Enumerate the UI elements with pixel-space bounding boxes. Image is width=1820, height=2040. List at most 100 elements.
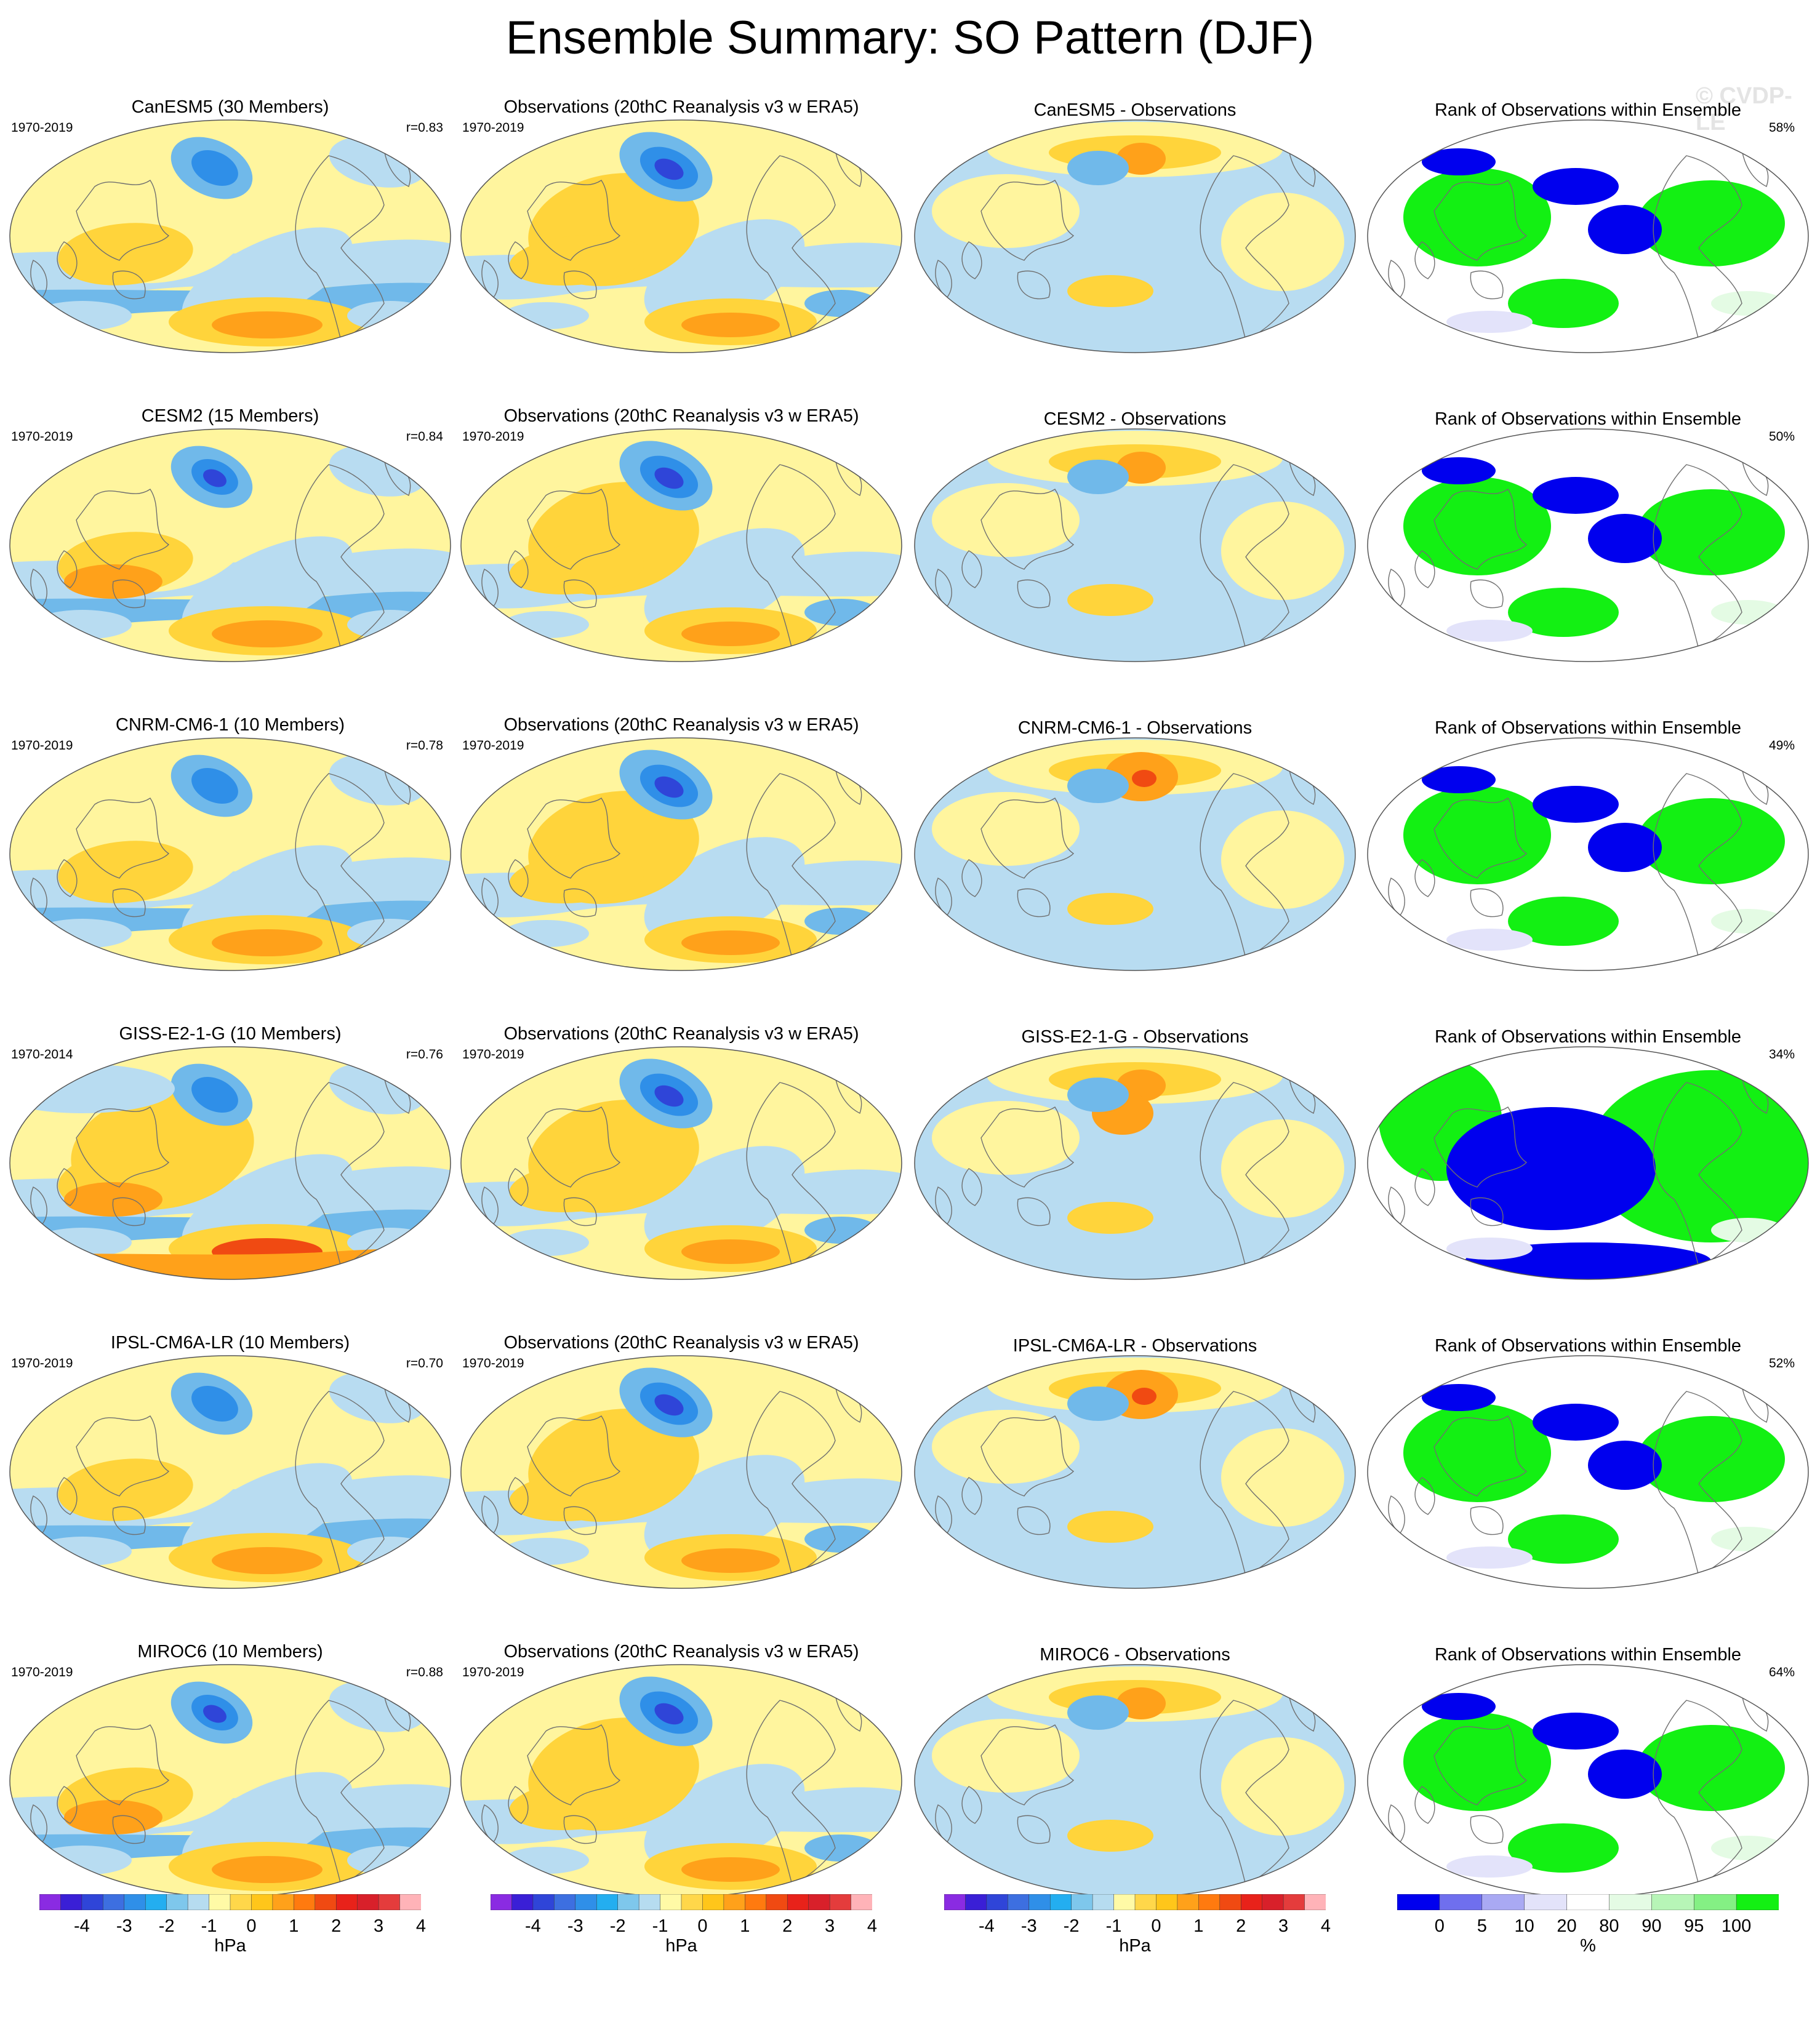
- coastline: [112, 888, 146, 918]
- coastline: [57, 550, 78, 588]
- coastline: [1433, 1415, 1528, 1497]
- contour-region: [503, 611, 589, 638]
- rank-panel-title: Rank of Observations within Ensemble: [1434, 1336, 1742, 1356]
- contour-region: [212, 620, 323, 647]
- model-map: [9, 1664, 451, 1898]
- coastline: [1200, 773, 1289, 959]
- obs-panel-title: Observations (20thC Reanalysis v3 w ERA5…: [503, 1333, 859, 1353]
- contour-region: [212, 311, 323, 338]
- coastline: [746, 1082, 836, 1268]
- contour-region: [509, 1471, 644, 1521]
- obs-panel-ipsl-cm6a-lr: Observations (20thC Reanalysis v3 w ERA5…: [460, 1333, 903, 1590]
- obs-map: [460, 1355, 902, 1589]
- coastline: [1017, 1815, 1051, 1844]
- rank-region: [1446, 929, 1533, 951]
- colorbar-swatch: [1481, 1894, 1525, 1911]
- rank-region: [1637, 1725, 1785, 1811]
- rank-region: [1711, 1218, 1785, 1242]
- pattern-correlation-label: r=0.78: [406, 738, 443, 753]
- colorbar-swatch: [766, 1894, 788, 1911]
- colorbar-swatch: [681, 1894, 704, 1911]
- colorbar-swatch: [39, 1894, 62, 1911]
- colorbar-swatch: [251, 1894, 273, 1911]
- colorbar-tick-label: -4: [73, 1916, 90, 1936]
- contour-region: [347, 919, 433, 948]
- contour-region: [212, 1856, 323, 1883]
- contour-region: [503, 1847, 589, 1874]
- coastline: [295, 1391, 385, 1577]
- colorbar-swatches: [490, 1894, 873, 1911]
- rank-percent-label: 34%: [1768, 1047, 1795, 1062]
- coastline: [1414, 241, 1435, 279]
- period-label: 1970-2019: [462, 430, 524, 444]
- coastline: [746, 773, 836, 959]
- map-outline: [460, 1046, 902, 1280]
- colorbar-swatch: [60, 1894, 82, 1911]
- colorbar-tick-label: 10: [1514, 1916, 1534, 1936]
- contour-region: [681, 930, 780, 955]
- rank-region: [1533, 1404, 1619, 1441]
- colorbar-tick-label: 3: [374, 1916, 384, 1936]
- colorbar-tick-label: -2: [158, 1916, 175, 1936]
- coastline: [1470, 1506, 1504, 1535]
- diff-panel-title: CanESM5 - Observations: [1033, 100, 1237, 120]
- colorbar-tick-label: -3: [1020, 1916, 1037, 1936]
- colorbar-tick-label: 80: [1599, 1916, 1619, 1936]
- colorbar-swatch: [1092, 1894, 1115, 1911]
- period-label: 1970-2019: [11, 1665, 73, 1679]
- coastline: [527, 180, 621, 261]
- rank-panel-title: Rank of Observations within Ensemble: [1434, 718, 1742, 738]
- colorbar-unit-label: hPa: [214, 1936, 246, 1956]
- rank-region: [1403, 168, 1551, 266]
- coastline: [746, 1700, 836, 1886]
- rank-region: [1637, 1416, 1785, 1502]
- map-outline: [914, 428, 1356, 662]
- pattern-correlation-label: r=0.76: [406, 1047, 443, 1062]
- coastline: [980, 798, 1075, 879]
- period-label: 1970-2019: [462, 1665, 524, 1679]
- colorbar-tick-label: 0: [246, 1916, 257, 1936]
- pattern-correlation-label: r=0.88: [406, 1665, 443, 1679]
- diff-map: [914, 1355, 1356, 1589]
- rank-map: [1367, 1355, 1809, 1589]
- colorbar-swatch: [1028, 1894, 1051, 1911]
- contour-region: [1067, 1386, 1129, 1421]
- contour-region: [191, 150, 238, 186]
- contour-region: [1221, 502, 1344, 600]
- colorbar-unit-label: hPa: [665, 1936, 697, 1956]
- rank-region: [1508, 279, 1619, 328]
- coastline: [961, 550, 982, 588]
- coastline: [1653, 155, 1742, 342]
- coastline: [746, 1391, 836, 1577]
- period-label: 1970-2014: [11, 1047, 73, 1062]
- contour-region: [509, 1780, 644, 1830]
- rank-region: [1422, 148, 1496, 175]
- coastline: [57, 1168, 78, 1206]
- colorbar-swatch: [1524, 1894, 1568, 1911]
- rank-percent-label: 49%: [1768, 738, 1795, 753]
- colorbar-swatch: [575, 1894, 597, 1911]
- contour-region: [509, 1162, 644, 1212]
- obs-panel-title: Observations (20thC Reanalysis v3 w ERA5…: [503, 406, 859, 426]
- coastline: [57, 859, 78, 897]
- colorbar-tick-label: 4: [1320, 1916, 1331, 1936]
- contour-region: [932, 1719, 1080, 1793]
- rank-region: [1533, 477, 1619, 514]
- colorbar-swatch: [378, 1894, 401, 1911]
- rank-region: [1588, 823, 1662, 872]
- colorbar-tick-label: -2: [609, 1916, 626, 1936]
- rank-percent-label: 52%: [1768, 1356, 1795, 1370]
- contour-region: [1221, 193, 1344, 291]
- diff-panel-title: GISS-E2-1-G - Observations: [1021, 1027, 1249, 1047]
- coastline: [1470, 579, 1504, 609]
- contour-region: [681, 622, 780, 646]
- contour-region: [1067, 460, 1129, 494]
- period-label: 1970-2019: [11, 1356, 73, 1370]
- coastline: [508, 859, 529, 897]
- model-panel-title: MIROC6 (10 Members): [137, 1642, 323, 1662]
- rank-panel-ipsl-cm6a-lr: Rank of Observations within Ensemble 52%: [1366, 1333, 1810, 1590]
- contour-region: [503, 1229, 589, 1256]
- coastline: [563, 1197, 597, 1226]
- obs-panel-canesm5: Observations (20thC Reanalysis v3 w ERA5…: [460, 97, 903, 354]
- colorbar-hpa-1: -4 -3 -2 -1 0 1 2 3 4 hPa: [490, 1894, 877, 1962]
